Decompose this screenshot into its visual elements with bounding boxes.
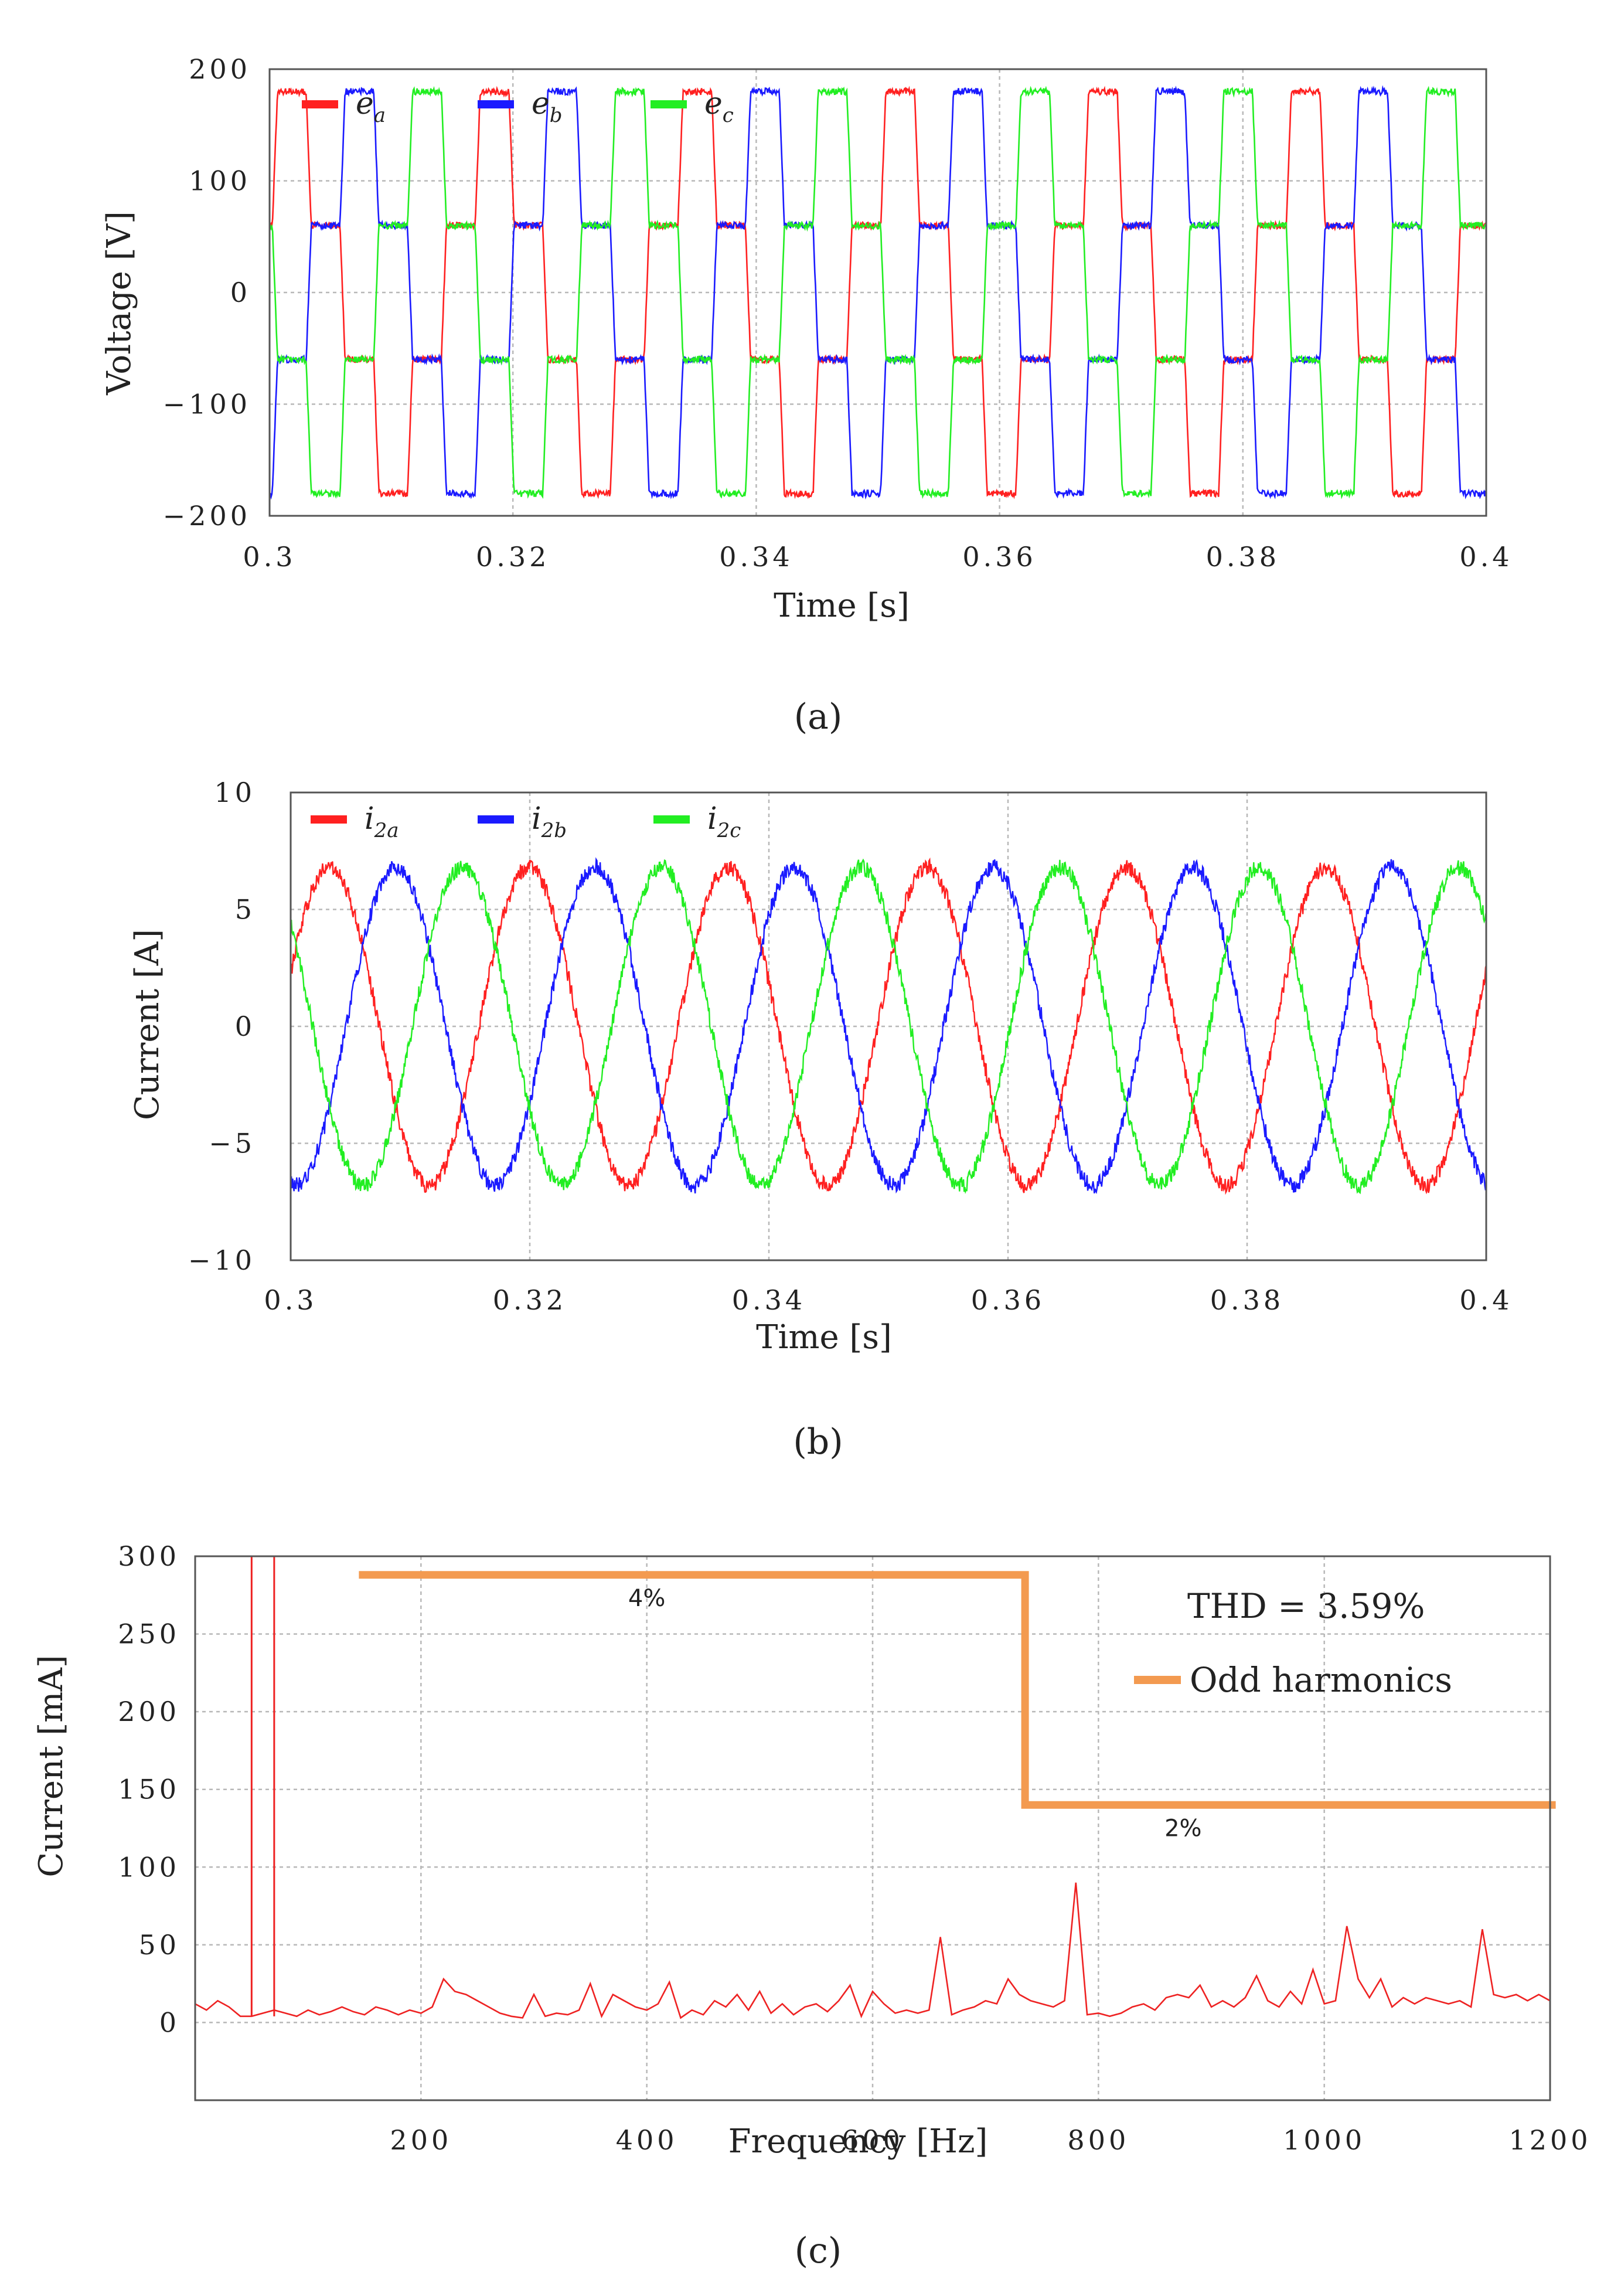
voltage-y-tick-3: −100: [163, 389, 251, 420]
spectrum-chart-frame: [194, 1555, 1551, 2101]
current-x-tick-labels: 0.3 0.32 0.34 0.36 0.38 0.4: [264, 1284, 1513, 1316]
spectrum-x-tick-2: 600: [842, 2124, 904, 2156]
spectrum-y-tick-6: 0: [159, 2006, 180, 2038]
voltage-x-tick-0: 0.3: [243, 541, 296, 573]
voltage-y-axis-label: Voltage [V]: [100, 211, 138, 396]
current-y-tick-labels: 10 5 0 −5 −10: [188, 777, 256, 1276]
current-chart-traces: [290, 857, 1487, 1195]
current-legend-i_2b-label: i2b: [532, 801, 567, 842]
current-x-tick-0: 0.3: [264, 1284, 317, 1316]
current-x-tick-5: 0.4: [1459, 1284, 1513, 1316]
voltage-legend-e_a-label: ea: [356, 86, 386, 127]
spectrum-y-tick-4: 100: [118, 1851, 180, 1883]
spectrum-series: [195, 1882, 1551, 2019]
voltage-chart-grid: [270, 69, 1486, 516]
spectrum-x-axis-label: Frequency [Hz]: [728, 2122, 988, 2161]
voltage-y-tick-labels: 200 100 0 −100 −200: [163, 53, 251, 532]
voltage-y-tick-1: 100: [189, 165, 251, 197]
spectrum-x-tick-3: 800: [1067, 2124, 1129, 2156]
current-y-tick-0: 10: [214, 777, 256, 808]
current-chart: 10 5 0 −5 −10 0.3 0.32 0.34 0.36 0.38 0.4 Time [s…: [128, 777, 1513, 1462]
spectrum-x-tick-labels: 200 400 600 800 1000 1200: [390, 2124, 1591, 2156]
voltage-legend: ea eb ec: [302, 86, 734, 127]
spectrum-y-axis-label: Current [mA]: [32, 1655, 70, 1877]
odd-harmonics-legend-label: Odd harmonics: [1190, 1660, 1452, 1700]
current-x-axis-label: Time [s]: [756, 1318, 892, 1356]
limit-2-percent-label: 2%: [1164, 1815, 1201, 1842]
spectrum-y-tick-5: 50: [138, 1929, 180, 1961]
thd-value: THD = 3.59%: [1187, 1586, 1425, 1626]
voltage-legend-e_c-label: ec: [704, 86, 734, 127]
spectrum-y-tick-labels: 300 250 200 150 100 50 0: [118, 1540, 180, 2038]
spectrum-x-tick-4: 1000: [1283, 2124, 1365, 2156]
spectrum-chart-grid: [195, 1556, 1550, 2100]
current-x-tick-2: 0.34: [732, 1284, 806, 1316]
spectrum-y-tick-3: 150: [118, 1774, 180, 1805]
spectrum-x-tick-5: 1200: [1508, 2124, 1591, 2156]
current-series-i_2c: [290, 858, 1487, 1195]
voltage-y-tick-2: 0: [230, 277, 251, 308]
current-x-tick-3: 0.36: [971, 1284, 1045, 1316]
voltage-x-tick-4: 0.38: [1206, 541, 1280, 573]
current-chart-caption: (b): [793, 1421, 843, 1462]
spectrum-chart-traces: [195, 1556, 1551, 2019]
current-x-tick-4: 0.38: [1210, 1284, 1284, 1316]
voltage-y-tick-4: −200: [163, 500, 251, 532]
current-y-tick-1: 5: [235, 894, 256, 926]
current-series-i_2a: [290, 857, 1487, 1195]
odd-harmonics-limit-line: [359, 1571, 1556, 1809]
voltage-legend-e_b-label: eb: [532, 86, 563, 127]
spectrum-chart-caption: (c): [795, 2230, 842, 2271]
spectrum-y-tick-0: 300: [118, 1540, 180, 1572]
limit-4-percent-label: 4%: [628, 1585, 665, 1612]
voltage-x-tick-2: 0.34: [719, 541, 793, 573]
voltage-x-tick-5: 0.4: [1459, 541, 1513, 573]
current-chart-grid: [291, 792, 1486, 1260]
current-series-i_2b: [290, 857, 1487, 1194]
current-legend: i2a i2b i2c: [311, 801, 741, 842]
current-legend-i_2c-label: i2c: [707, 801, 741, 842]
voltage-x-tick-3: 0.36: [962, 541, 1036, 573]
voltage-chart-caption: (a): [794, 696, 843, 737]
current-y-axis-label: Current [A]: [128, 929, 166, 1120]
voltage-x-tick-1: 0.32: [476, 541, 550, 573]
voltage-y-tick-0: 200: [189, 53, 251, 85]
current-chart-frame: [290, 791, 1487, 1261]
spectrum-y-tick-1: 250: [118, 1618, 180, 1650]
spectrum-x-tick-1: 400: [616, 2124, 678, 2156]
current-y-tick-2: 0: [235, 1011, 256, 1042]
voltage-x-tick-labels: 0.3 0.32 0.34 0.36 0.38 0.4: [243, 541, 1513, 573]
spectrum-y-tick-2: 200: [118, 1696, 180, 1727]
voltage-chart: 200 100 0 −100 −200 0.3 0.32 0.34 0.36 0.38 0.4 T…: [100, 53, 1513, 737]
voltage-chart-traces: [268, 85, 1487, 500]
odd-harmonics-limit-path: [359, 1571, 1556, 1809]
current-y-tick-3: −5: [209, 1128, 256, 1159]
voltage-chart-frame: [268, 68, 1487, 517]
current-y-tick-4: −10: [188, 1244, 256, 1276]
voltage-series-e_b: [269, 85, 1487, 500]
current-x-tick-1: 0.32: [493, 1284, 567, 1316]
voltage-series-e_c: [268, 86, 1487, 499]
spectrum-x-tick-0: 200: [390, 2124, 452, 2156]
current-legend-i_2a-label: i2a: [365, 801, 399, 842]
voltage-x-axis-label: Time [s]: [774, 587, 910, 625]
